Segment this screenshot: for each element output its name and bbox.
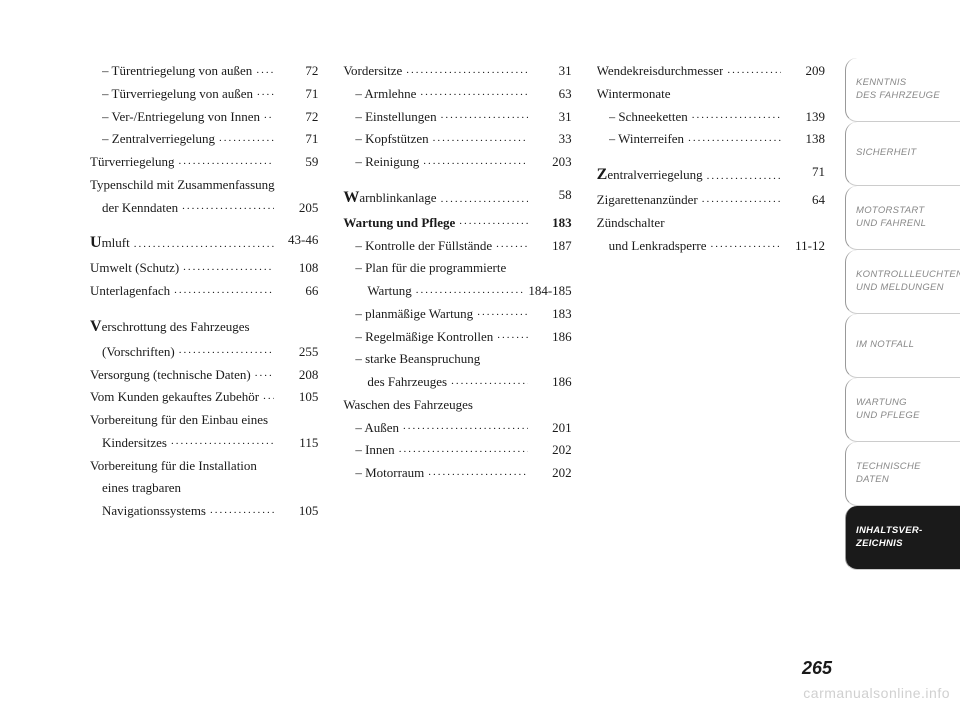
index-entry: – Regelmäßige Kontrollen186 [343,326,571,349]
index-entry: – Motorraum202 [343,462,571,485]
index-entry: Kindersitzes115 [90,432,318,455]
sidebar-tab: MOTORSTARTUND FAHRENL [845,186,960,250]
index-entry: – planmäßige Wartung183 [343,303,571,326]
index-entry: Wendekreisdurchmesser209 [597,60,825,83]
index-content: – Türentriegelung von außen72– Türverrie… [0,0,845,709]
index-entry: – Ver-/Entriegelung von Innen72 [90,106,318,129]
index-entry: Wintermonate [597,83,825,106]
tab-line2: DES FAHRZEUGE [856,90,960,102]
index-entry: eines tragbaren [90,477,318,500]
index-entry: Wartung und Pflege183 [343,212,571,235]
index-entry: und Lenkradsperre11-12 [597,235,825,258]
tab-line1: WARTUNG [856,397,960,409]
index-entry: Vom Kunden gekauftes Zubehör105 [90,386,318,409]
index-column-3: Wendekreisdurchmesser209Wintermonate– Sc… [597,60,825,689]
page-number: 265 [802,658,832,679]
index-entry: – Plan für die programmierte [343,257,571,280]
tab-line1: KONTROLLLEUCHTEN [856,269,960,281]
index-column-2: Vordersitze31– Armlehne63– Einstellungen… [343,60,571,689]
index-entry: – Schneeketten139 [597,106,825,129]
index-entry: – starke Beanspruchung [343,348,571,371]
index-entry: Waschen des Fahrzeuges [343,394,571,417]
index-column-1: – Türentriegelung von außen72– Türverrie… [90,60,318,689]
index-entry: – Winterreifen138 [597,128,825,151]
index-entry: Vordersitze31 [343,60,571,83]
tab-line1: KENNTNIS [856,77,960,89]
index-entry: – Außen201 [343,417,571,440]
sidebar-tab: TECHNISCHEDATEN [845,442,960,506]
tab-line1: TECHNISCHE [856,461,960,473]
index-entry: Umluft43-46 [90,229,318,257]
index-entry: Unterlagenfach66 [90,280,318,303]
index-entry: Verschrottung des Fahrzeuges [90,313,318,341]
index-entry: Warnblinkanlage58 [343,184,571,212]
index-entry: – Reinigung203 [343,151,571,174]
index-entry: Versorgung (technische Daten)208 [90,364,318,387]
index-entry: Umwelt (Schutz)108 [90,257,318,280]
index-entry: – Türverriegelung von außen71 [90,83,318,106]
index-entry: Wartung184-185 [343,280,571,303]
tab-line2: UND MELDUNGEN [856,282,960,294]
sidebar-tab: WARTUNGUND PFLEGE [845,378,960,442]
sidebar-tab: SICHERHEIT [845,122,960,186]
sidebar-tab: IM NOTFALL [845,314,960,378]
index-entry: des Fahrzeuges186 [343,371,571,394]
index-entry: Vorbereitung für den Einbau eines [90,409,318,432]
index-entry: Zündschalter [597,212,825,235]
tab-line1: IM NOTFALL [856,339,960,351]
index-entry: Zentralverriegelung71 [597,161,825,189]
index-entry: Vorbereitung für die Installation [90,455,318,478]
index-entry: Türverriegelung59 [90,151,318,174]
sidebar-tabs: KENNTNISDES FAHRZEUGE SICHERHEIT MOTORSTAR… [845,0,960,709]
index-entry: Typenschild mit Zusammenfassung [90,174,318,197]
index-entry: – Türentriegelung von außen72 [90,60,318,83]
index-entry: – Einstellungen31 [343,106,571,129]
index-entry: der Kenndaten205 [90,197,318,220]
sidebar-tab: KONTROLLLEUCHTENUND MELDUNGEN [845,250,960,314]
tab-line1: INHALTSVER- [856,525,960,537]
tab-line2: UND PFLEGE [856,410,960,422]
tab-line1: MOTORSTART [856,205,960,217]
index-entry: (Vorschriften)255 [90,341,318,364]
index-entry: – Kopfstützen33 [343,128,571,151]
index-entry: – Kontrolle der Füllstände187 [343,235,571,258]
tab-line2: UND FAHRENL [856,218,960,230]
index-entry: Navigationssystems105 [90,500,318,523]
index-entry: – Armlehne63 [343,83,571,106]
tab-line2: DATEN [856,474,960,486]
tab-line2: ZEICHNIS [856,538,960,550]
watermark: carmanualsonline.info [803,685,950,701]
index-entry: Zigarettenanzünder64 [597,189,825,212]
index-entry: – Innen202 [343,439,571,462]
sidebar-tab: INHALTSVER-ZEICHNIS [845,506,960,570]
page-container: – Türentriegelung von außen72– Türverrie… [0,0,960,709]
sidebar-tab: KENNTNISDES FAHRZEUGE [845,58,960,122]
tab-line1: SICHERHEIT [856,147,960,159]
index-entry: – Zentralverriegelung71 [90,128,318,151]
